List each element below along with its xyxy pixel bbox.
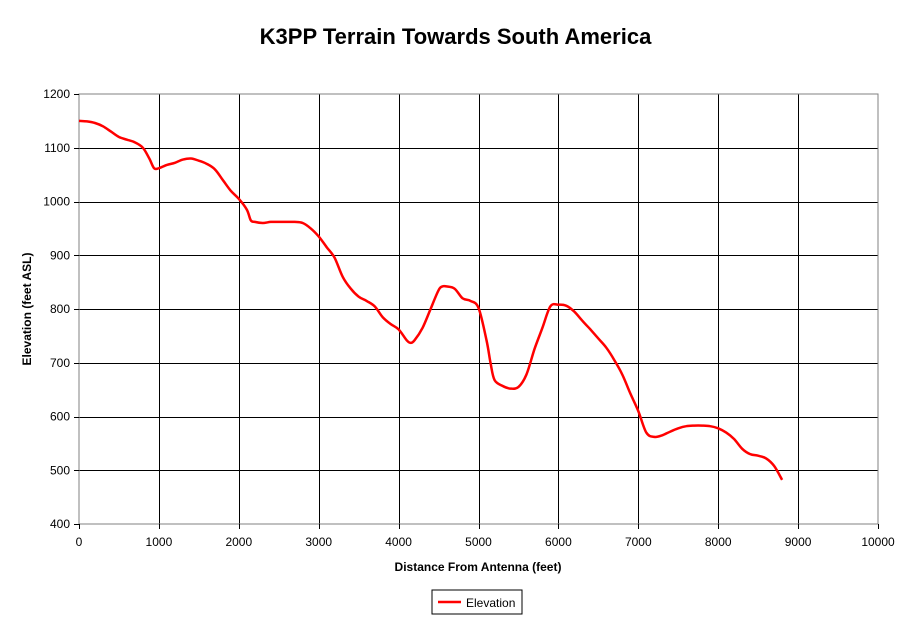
x-tick-label: 8000 bbox=[705, 535, 732, 549]
x-tick-label: 3000 bbox=[305, 535, 332, 549]
x-tick-label: 1000 bbox=[146, 535, 173, 549]
x-tick-label: 2000 bbox=[225, 535, 252, 549]
y-tick-label: 800 bbox=[50, 302, 70, 316]
y-tick-label: 600 bbox=[50, 410, 70, 424]
chart-title: K3PP Terrain Towards South America bbox=[259, 24, 652, 49]
x-tick-label: 0 bbox=[76, 535, 83, 549]
y-axis-label: Elevation (feet ASL) bbox=[20, 253, 34, 366]
y-tick-label: 1000 bbox=[43, 195, 70, 209]
x-tick-label: 5000 bbox=[465, 535, 492, 549]
series-layer bbox=[78, 119, 784, 481]
y-tick-label: 500 bbox=[50, 463, 70, 477]
y-tick-label: 900 bbox=[50, 248, 70, 262]
x-tick-label: 10000 bbox=[861, 535, 895, 549]
y-tick-label: 1200 bbox=[43, 87, 70, 101]
legend: Elevation bbox=[431, 589, 523, 615]
y-tick-label: 400 bbox=[50, 517, 70, 531]
x-tick-label: 9000 bbox=[785, 535, 812, 549]
legend-label-elevation: Elevation bbox=[466, 596, 515, 610]
gridlines bbox=[79, 94, 878, 524]
x-tick-label: 6000 bbox=[545, 535, 572, 549]
y-tick-label: 1100 bbox=[44, 141, 70, 155]
x-axis-ticks: 0 1000 2000 3000 4000 5000 6000 7000 8000 9000 100… bbox=[76, 524, 895, 549]
y-axis-ticks: 400 500 600 700 800 900 1000 1100 1200 bbox=[43, 87, 79, 531]
x-tick-label: 7000 bbox=[625, 535, 652, 549]
series-line-elevation bbox=[78, 119, 784, 481]
y-tick-label: 700 bbox=[50, 356, 70, 370]
x-tick-label: 4000 bbox=[385, 535, 412, 549]
x-axis-label: Distance From Antenna (feet) bbox=[395, 560, 562, 574]
